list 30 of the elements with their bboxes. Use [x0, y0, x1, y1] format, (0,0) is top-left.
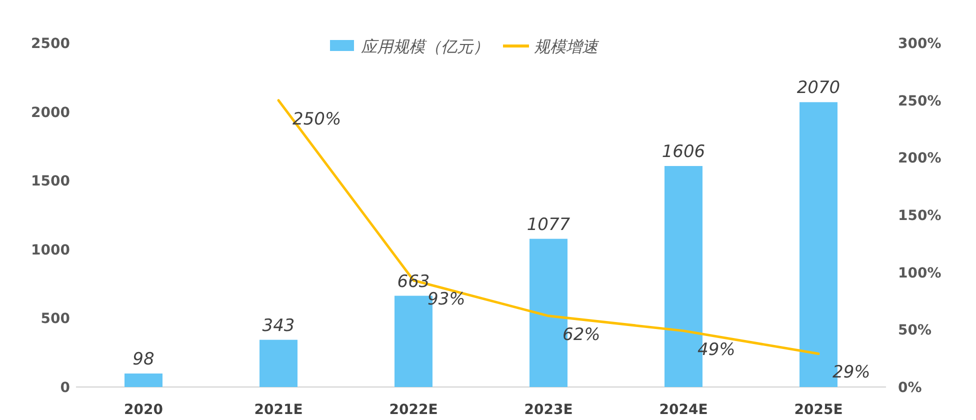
data-label: 250% [292, 109, 342, 130]
x-tick-label: 2020 [124, 402, 164, 418]
legend-label: 应用规模（亿元） [361, 37, 489, 56]
bar [260, 340, 298, 387]
data-label: 663 [397, 272, 430, 292]
y-tick-label: 1000 [31, 242, 70, 258]
y2-tick-label: 50% [898, 322, 932, 339]
y2-tick-label: 250% [898, 93, 942, 110]
x-tick-label: 2024E [659, 402, 708, 418]
x-tick-label: 2021E [254, 402, 303, 418]
data-label: 343 [262, 316, 295, 336]
y2-tick-label: 300% [898, 36, 942, 52]
y-tick-label: 2000 [31, 104, 70, 121]
legend-label: 规模增速 [534, 37, 600, 56]
y2-tick-label: 0% [898, 380, 922, 396]
y2-tick-label: 200% [898, 150, 942, 167]
bar [124, 374, 162, 387]
y-tick-label: 1500 [31, 174, 70, 190]
data-label: 1077 [526, 214, 570, 235]
y2-tick-label: 100% [898, 265, 942, 282]
y2-tick-label: 150% [898, 208, 942, 224]
data-label: 98 [132, 350, 154, 370]
y-tick-label: 2500 [31, 36, 70, 52]
x-tick-label: 2025E [794, 402, 843, 418]
data-label: 2070 [796, 78, 840, 98]
y-tick-label: 500 [40, 311, 70, 328]
x-tick-label: 2023E [524, 402, 573, 418]
data-label: 1606 [662, 142, 706, 162]
y-tick-label: 0 [60, 380, 70, 396]
x-tick-label: 2022E [389, 402, 438, 418]
